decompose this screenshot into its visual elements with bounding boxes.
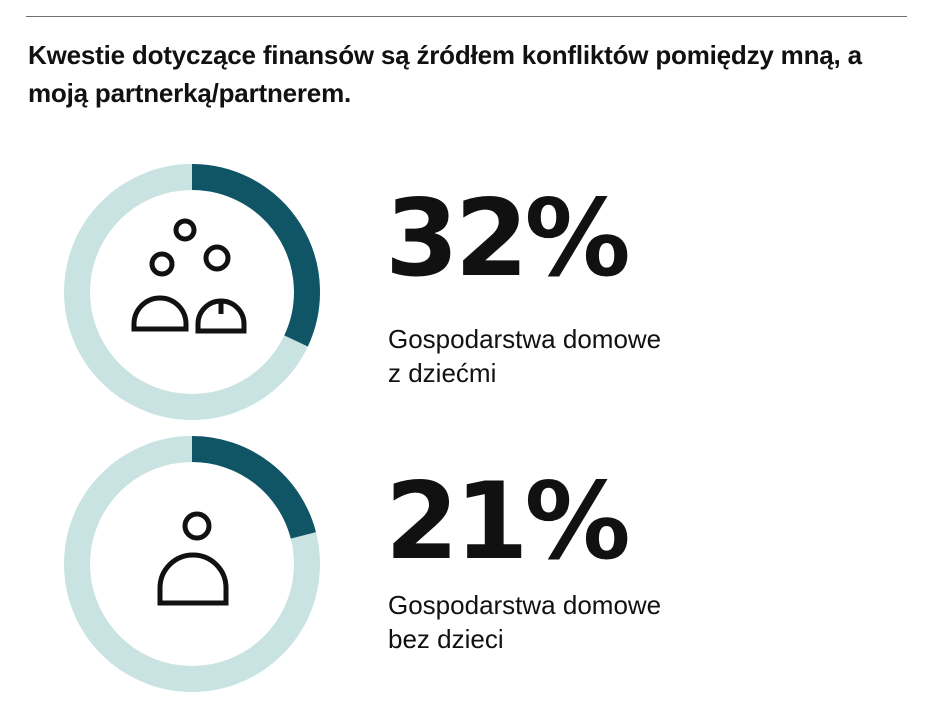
category-label-line: Gospodarstwa domowe <box>388 324 662 354</box>
page-title: Kwestie dotyczące finansów są źródłem ko… <box>28 40 862 108</box>
donut-value-arc <box>191 436 316 539</box>
donut-chart-without-children <box>64 436 320 692</box>
donut-chart-with-children <box>64 164 320 420</box>
category-label-line: z dziećmi <box>388 358 497 388</box>
single-person-icon <box>157 511 229 606</box>
percent-value: 21% <box>385 460 631 583</box>
percent-value: 32% <box>385 177 631 300</box>
family-icon <box>131 218 247 334</box>
category-label: Gospodarstwa domowe z dziećmi <box>388 322 661 390</box>
donut-value-arc <box>191 164 320 347</box>
top-divider <box>26 16 907 17</box>
category-label: Gospodarstwa domowe bez dzieci <box>388 588 661 656</box>
category-label-line: bez dzieci <box>388 624 504 654</box>
category-label-line: Gospodarstwa domowe <box>388 590 662 620</box>
